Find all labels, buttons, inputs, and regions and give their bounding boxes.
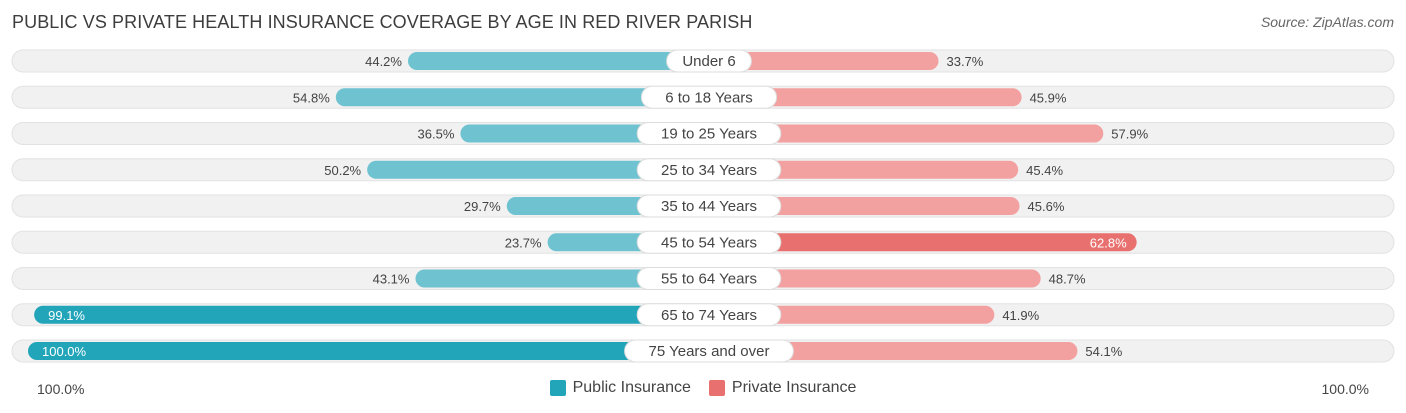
bar-public (28, 342, 709, 360)
category-label: 25 to 34 Years (661, 162, 757, 179)
legend-item-public: Public Insurance (549, 379, 691, 397)
source-note: Source: ZipAtlas.com (1260, 14, 1394, 30)
value-label-public: 23.7% (505, 235, 542, 250)
value-label-public: 29.7% (464, 199, 501, 214)
category-label: 19 to 25 Years (661, 126, 757, 143)
category-label: 75 Years and over (649, 343, 770, 360)
chart-area: 44.2% 33.7% Under 6 54.8% 45.9% 6 to 18 Years… (11, 49, 1395, 363)
bar-public (335, 88, 709, 107)
bar-private (709, 160, 1019, 179)
bar-public (367, 160, 709, 179)
category-label: 35 to 44 Years (661, 198, 757, 215)
value-label-private: 45.9% (1030, 90, 1067, 105)
value-label-private: 33.7% (946, 54, 983, 69)
axis-right-label: 100.0% (1321, 381, 1369, 397)
bar-private (709, 342, 1078, 360)
bar-private (709, 124, 1104, 143)
bar-public (34, 305, 709, 324)
value-label-private: 57.9% (1111, 127, 1148, 142)
category-pill (636, 267, 782, 290)
category-label: 6 to 18 Years (665, 89, 753, 106)
bar-private (709, 233, 1137, 252)
category-label: 45 to 54 Years (661, 234, 757, 251)
value-label-private: 45.4% (1026, 163, 1063, 178)
value-label-public: 43.1% (373, 272, 410, 287)
value-label-private: 45.6% (1028, 199, 1065, 214)
value-label-public: 50.2% (324, 163, 361, 178)
legend-swatch-public (549, 380, 566, 396)
category-label: Under 6 (682, 53, 735, 70)
value-label-public: 44.2% (365, 54, 402, 69)
bar-public (415, 269, 709, 288)
legend-item-private: Private Insurance (708, 379, 857, 397)
category-pill (666, 49, 752, 73)
category-pill (624, 339, 794, 363)
category-pill (640, 85, 778, 109)
value-label-private: 62.8% (1090, 235, 1127, 250)
axis-left-label: 100.0% (37, 381, 85, 397)
bar-private (709, 269, 1041, 288)
value-label-private: 48.7% (1049, 272, 1086, 287)
value-label-private: 54.1% (1085, 344, 1122, 359)
category-pill (636, 158, 782, 182)
legend-label-public: Public Insurance (572, 379, 691, 396)
category-pill (636, 303, 782, 327)
legend-swatch-private (708, 380, 725, 396)
value-label-public: 99.1% (48, 308, 85, 323)
category-label: 55 to 64 Years (661, 271, 757, 288)
chart-title: PUBLIC VS PRIVATE HEALTH INSURANCE COVER… (12, 12, 753, 32)
value-label-public: 100.0% (42, 344, 87, 359)
bar-private (709, 52, 939, 70)
bar-private (709, 88, 1022, 107)
bar-public (407, 52, 709, 70)
category-pill (636, 194, 782, 218)
legend-label-private: Private Insurance (731, 379, 857, 396)
category-label: 65 to 74 Years (661, 307, 757, 324)
value-label-private: 41.9% (1002, 308, 1039, 323)
value-label-public: 54.8% (293, 90, 330, 105)
value-label-public: 36.5% (418, 127, 455, 142)
legend: Public Insurance Private Insurance (0, 379, 1406, 397)
category-pill (636, 230, 782, 254)
bar-private (709, 197, 1020, 215)
category-pill (636, 122, 782, 145)
